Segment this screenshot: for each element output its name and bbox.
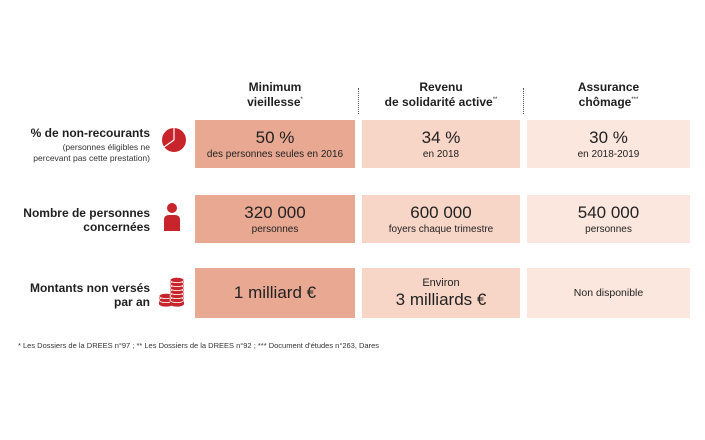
cell-value: 50 % [255, 127, 295, 147]
row-label-text: Montants non versés [29, 281, 150, 295]
cell-value: 3 milliards € [395, 289, 487, 309]
cell-caption: foyers chaque trimestre [388, 223, 494, 235]
footnote-sources: * Les Dossiers de la DREES n°97 ; ** Les… [18, 341, 380, 350]
cell-assurance-chomage-non-recours: 30 % en 2018-2019 [527, 120, 690, 168]
coins-icon [158, 277, 185, 307]
header-text: vieillesse [247, 95, 301, 109]
cell-assurance-chomage-montants: Non disponible [527, 268, 690, 318]
row-label-text: % de non-recourants [30, 126, 150, 140]
cell-rsa-personnes: 600 000 foyers chaque trimestre [362, 195, 520, 243]
header-assurance-chomage: Assurance chômage*** [527, 80, 690, 110]
footnote-mark: ** [492, 97, 498, 103]
cell-value: 1 milliard € [233, 283, 317, 302]
header-line: Minimum [248, 80, 302, 94]
cell-prefix: Environ [422, 276, 460, 289]
header-line: Assurance [577, 80, 640, 94]
cell-value: 34 % [421, 127, 461, 147]
cell-minimum-vieillesse-montants: 1 milliard € [195, 268, 355, 318]
cell-minimum-vieillesse-personnes: 320 000 personnes [195, 195, 355, 243]
cell-value: 600 000 [410, 202, 472, 222]
footnote-mark: * [300, 97, 303, 103]
cell-value: 320 000 [244, 202, 306, 222]
cell-value: 540 000 [577, 202, 640, 222]
header-minimum-vieillesse: Minimum vieillesse* [195, 80, 355, 110]
cell-minimum-vieillesse-non-recours: 50 % des personnes seules en 2016 [195, 120, 355, 168]
cell-caption: personnes [251, 223, 299, 235]
cell-caption: en 2018 [422, 148, 460, 160]
cell-rsa-non-recours: 34 % en 2018 [362, 120, 520, 168]
row-label-nombre-personnes: Nombre de personnes concernées [10, 206, 150, 234]
row-sublabel: percevant pas cette prestation) [33, 153, 150, 163]
row-label-montants: Montants non versés par an [10, 281, 150, 309]
row-label-text: Nombre de personnes [23, 206, 150, 220]
cell-caption: en 2018-2019 [577, 148, 640, 160]
footnote-mark: *** [631, 97, 639, 103]
cell-caption: des personnes seules en 2016 [206, 148, 344, 160]
header-rsa: Revenu de solidarité active** [362, 80, 520, 110]
cell-rsa-montants: Environ 3 milliards € [362, 268, 520, 318]
row-label-text: par an [113, 295, 150, 309]
header-divider [358, 88, 359, 114]
header-line: vieillesse* [195, 95, 355, 110]
cell-value: 30 % [589, 127, 628, 147]
cell-value: Non disponible [573, 286, 644, 299]
header-text: de solidarité active [384, 95, 493, 109]
header-text: chômage [578, 95, 632, 109]
header-line: de solidarité active** [362, 95, 520, 110]
cell-caption: personnes [585, 223, 632, 235]
cell-assurance-chomage-personnes: 540 000 personnes [527, 195, 690, 243]
header-line: Revenu [419, 80, 463, 94]
row-label-text: concernées [83, 220, 150, 234]
header-line: chômage*** [527, 95, 690, 110]
pie-chart-icon [162, 128, 186, 152]
row-label-non-recourants: % de non-recourants (personnes éligibles… [10, 126, 150, 164]
row-sublabel: (personnes éligibles ne [62, 142, 150, 152]
person-icon [164, 203, 180, 231]
header-divider [523, 88, 524, 114]
